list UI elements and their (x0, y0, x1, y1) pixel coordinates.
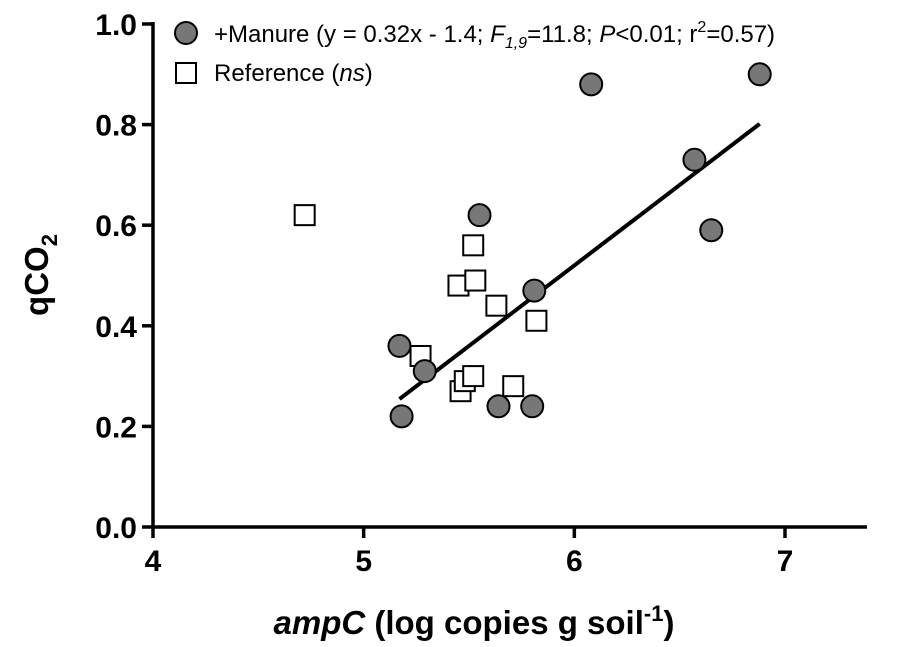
y-ticks: 0.0 0.2 0.4 0.6 0.8 1.0 (95, 9, 153, 545)
reference-point (462, 365, 485, 388)
x-ticks: 4 5 6 7 (145, 527, 794, 578)
manure-point (389, 404, 414, 429)
x-tick-label: 7 (777, 545, 794, 578)
x-tick-label: 6 (566, 545, 583, 578)
x-tick-label: 4 (145, 545, 162, 578)
reference-point (462, 234, 485, 257)
legend-manure-marker (174, 21, 198, 45)
manure-point (467, 203, 492, 228)
y-axis-title: qCO2 (18, 234, 62, 316)
manure-point (522, 278, 547, 303)
axes (151, 22, 867, 529)
data-points (293, 62, 772, 429)
y-tick-label: 0.4 (95, 311, 137, 344)
y-tick-label: 0.0 (95, 512, 137, 545)
legend-reference-marker (175, 62, 197, 84)
x-axis-title: ampC (log copies g soil-1) (274, 601, 675, 641)
reference-point (485, 294, 508, 317)
y-tick-label: 1.0 (95, 9, 137, 42)
manure-point (682, 147, 707, 172)
manure-point (412, 359, 437, 384)
legend-manure-label: +Manure (y = 0.32x - 1.4; F1,9=11.8; P<0… (214, 19, 775, 52)
legend: +Manure (y = 0.32x - 1.4; F1,9=11.8; P<0… (174, 19, 775, 87)
manure-point (579, 72, 604, 97)
legend-reference-label: Reference (ns) (214, 60, 373, 87)
manure-point (486, 394, 511, 419)
manure-point (387, 333, 412, 358)
reference-point (464, 269, 487, 292)
y-tick-label: 0.8 (95, 110, 137, 143)
reference-point (502, 375, 525, 398)
y-tick-label: 0.2 (95, 411, 137, 444)
manure-point (747, 62, 772, 87)
reference-point (525, 309, 548, 332)
y-tick-label: 0.6 (95, 210, 137, 243)
x-tick-label: 5 (355, 545, 372, 578)
reference-point (293, 204, 316, 227)
manure-point (520, 394, 545, 419)
regression-line (398, 122, 761, 401)
manure-point (699, 218, 724, 243)
